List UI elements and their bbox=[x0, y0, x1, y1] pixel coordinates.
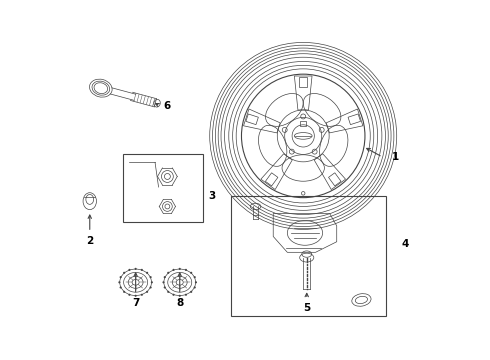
Circle shape bbox=[149, 287, 152, 288]
Circle shape bbox=[146, 272, 148, 274]
Circle shape bbox=[167, 291, 170, 293]
Bar bbox=[231, 196, 386, 316]
Circle shape bbox=[195, 281, 197, 283]
Circle shape bbox=[120, 287, 122, 288]
Circle shape bbox=[123, 272, 125, 274]
Circle shape bbox=[179, 268, 181, 270]
Circle shape bbox=[190, 272, 192, 274]
Text: 2: 2 bbox=[86, 237, 94, 247]
Circle shape bbox=[141, 294, 143, 296]
Circle shape bbox=[194, 287, 196, 288]
Circle shape bbox=[185, 269, 187, 271]
Circle shape bbox=[146, 291, 148, 293]
Circle shape bbox=[123, 291, 125, 293]
Text: 3: 3 bbox=[208, 191, 215, 201]
Circle shape bbox=[163, 281, 165, 283]
Text: 5: 5 bbox=[303, 303, 310, 313]
Circle shape bbox=[194, 276, 196, 278]
Circle shape bbox=[119, 281, 121, 283]
Circle shape bbox=[179, 295, 181, 297]
Circle shape bbox=[141, 269, 143, 271]
Text: 1: 1 bbox=[392, 152, 399, 162]
Bar bbox=[300, 121, 306, 126]
Circle shape bbox=[172, 294, 174, 296]
Circle shape bbox=[172, 269, 174, 271]
Circle shape bbox=[149, 276, 152, 278]
Circle shape bbox=[164, 276, 166, 278]
Text: 7: 7 bbox=[132, 298, 139, 308]
Text: 4: 4 bbox=[402, 239, 409, 248]
Circle shape bbox=[120, 276, 122, 278]
Circle shape bbox=[128, 269, 130, 271]
Circle shape bbox=[185, 294, 187, 296]
Circle shape bbox=[128, 294, 130, 296]
Text: 8: 8 bbox=[176, 298, 183, 308]
Circle shape bbox=[167, 272, 170, 274]
Circle shape bbox=[151, 281, 153, 283]
Text: 6: 6 bbox=[164, 101, 171, 111]
Circle shape bbox=[135, 295, 137, 297]
Circle shape bbox=[135, 268, 137, 270]
Bar bbox=[123, 153, 203, 222]
Circle shape bbox=[190, 291, 192, 293]
Circle shape bbox=[164, 287, 166, 288]
